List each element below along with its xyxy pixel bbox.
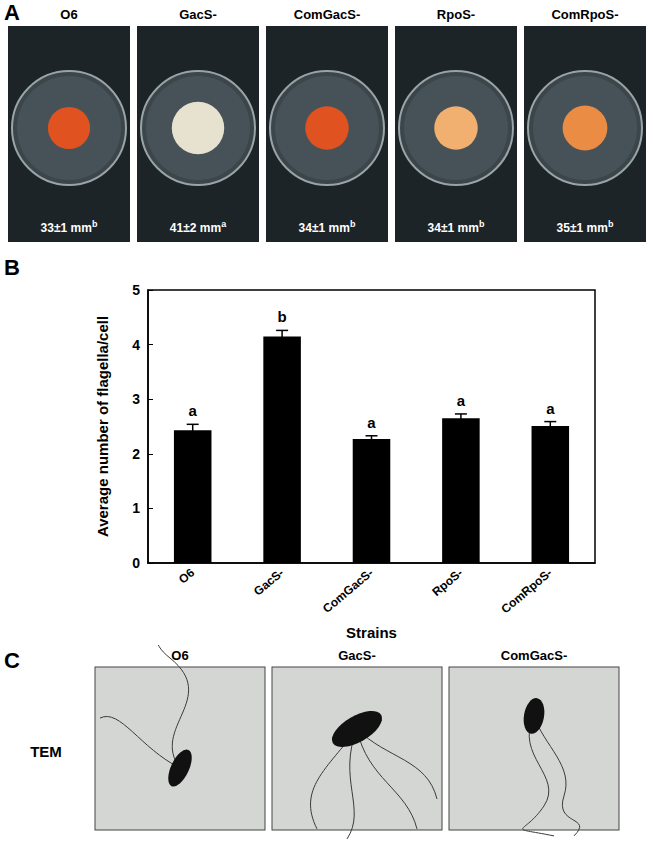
html-text:B: B	[4, 255, 20, 280]
svg-text:GacS-: GacS-	[338, 648, 376, 663]
svg-text:GacS-: GacS-	[179, 7, 217, 22]
svg-text:RpoS-: RpoS-	[429, 566, 465, 599]
svg-text:5: 5	[132, 282, 140, 298]
svg-text:2: 2	[132, 446, 140, 462]
svg-text:Average number of flagella/cel: Average number of flagella/cell	[94, 316, 111, 537]
svg-text:TEM: TEM	[30, 743, 62, 760]
svg-text:RpoS-: RpoS-	[437, 7, 475, 22]
html-text:C: C	[4, 648, 20, 673]
svg-text:ComGacS-: ComGacS-	[501, 648, 567, 663]
svg-text:34±1 mmb: 34±1 mmb	[428, 219, 485, 235]
svg-text:a: a	[189, 402, 198, 419]
svg-text:35±1 mmb: 35±1 mmb	[557, 219, 614, 235]
svg-text:O6: O6	[176, 565, 198, 586]
svg-text:GacS-: GacS-	[251, 566, 287, 599]
svg-text:ComRpoS-: ComRpoS-	[498, 566, 554, 617]
svg-text:a: a	[457, 392, 466, 409]
html-text:A: A	[4, 0, 20, 25]
svg-text:33±1 mmb: 33±1 mmb	[41, 219, 98, 235]
svg-text:4: 4	[132, 337, 140, 353]
svg-text:41±2 mma: 41±2 mma	[170, 219, 227, 235]
svg-text:0: 0	[132, 555, 140, 571]
svg-text:a: a	[367, 414, 376, 431]
svg-text:O6: O6	[60, 7, 77, 22]
svg-text:Strains: Strains	[346, 624, 397, 641]
svg-text:3: 3	[132, 391, 140, 407]
svg-text:ComGacS-: ComGacS-	[294, 7, 360, 22]
svg-text:34±1 mmb: 34±1 mmb	[299, 219, 356, 235]
svg-text:ComRpoS-: ComRpoS-	[551, 7, 618, 22]
svg-text:1: 1	[132, 500, 140, 516]
svg-text:b: b	[278, 308, 287, 325]
svg-text:O6: O6	[171, 648, 189, 663]
svg-text:ComGacS-: ComGacS-	[320, 566, 376, 616]
svg-text:a: a	[546, 400, 555, 417]
